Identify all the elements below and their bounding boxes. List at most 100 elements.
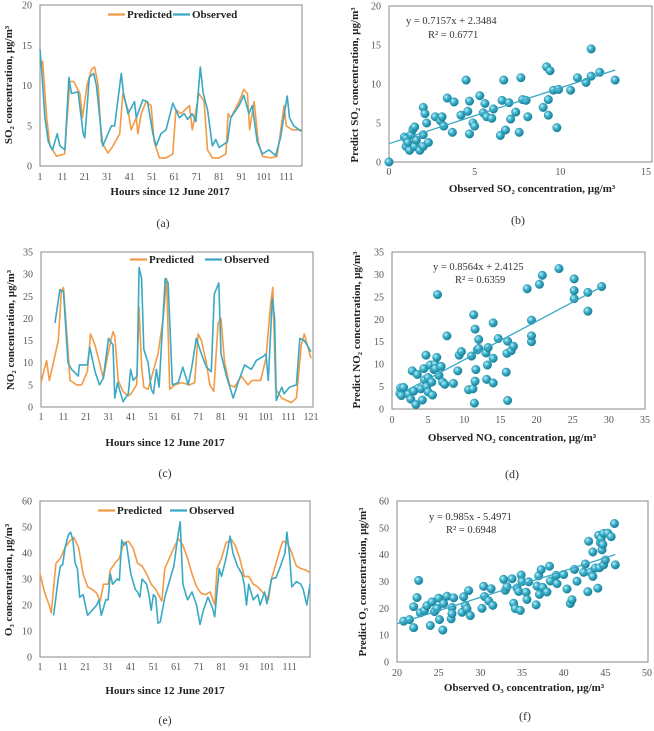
panel-caption: (f) bbox=[519, 709, 531, 723]
series-line-predicted bbox=[39, 60, 302, 159]
y-tick-label: 5 bbox=[379, 382, 384, 393]
scatter-point bbox=[506, 114, 516, 124]
scatter-point bbox=[461, 75, 471, 85]
scatter-point bbox=[411, 135, 421, 145]
scatter-point bbox=[449, 97, 459, 107]
scatter-point bbox=[514, 586, 524, 596]
x-axis-label: Hours since 12 June 2017 bbox=[110, 186, 230, 198]
x-axis-label: Hours since 12 June 2017 bbox=[105, 685, 225, 697]
y-tick-label: 10 bbox=[374, 360, 384, 371]
x-axis-label: Observed O₃ concentration, µg/m³ bbox=[444, 682, 605, 694]
y-tick-label: 40 bbox=[379, 550, 389, 561]
scatter-point bbox=[610, 560, 620, 570]
x-axis-label: Hours since 12 June 2017 bbox=[105, 437, 225, 449]
x-tick-label: 41 bbox=[126, 412, 136, 423]
scatter-point bbox=[482, 360, 492, 370]
scatter-point bbox=[432, 352, 442, 362]
legend-label-predicted: Predicted bbox=[117, 505, 162, 517]
trendline-equation: y = 0.985x - 5.4971 bbox=[429, 512, 512, 523]
panel-caption: (d) bbox=[505, 467, 519, 481]
scatter-point bbox=[503, 395, 513, 405]
x-tick-label: 40 bbox=[559, 668, 569, 679]
x-tick-label: 1 bbox=[38, 662, 43, 673]
scatter-point bbox=[584, 536, 594, 546]
x-tick-label: 31 bbox=[102, 172, 112, 183]
scatter-point bbox=[488, 318, 498, 328]
x-tick-label: 61 bbox=[171, 662, 181, 673]
r-squared-label: R² = 0.6948 bbox=[446, 525, 496, 536]
scatter-point bbox=[447, 609, 457, 619]
scatter-point bbox=[468, 384, 478, 394]
x-tick-label: 101 bbox=[259, 662, 274, 673]
scatter-point bbox=[412, 369, 422, 379]
x-tick-label: 1 bbox=[39, 412, 44, 423]
trendline-equation: y = 0.7157x + 2.3484 bbox=[406, 16, 497, 27]
scatter-point bbox=[588, 547, 598, 557]
scatter-point bbox=[562, 584, 572, 594]
scatter-point bbox=[527, 331, 537, 341]
legend-label-observed: Observed bbox=[192, 9, 237, 21]
y-tick-label: 30 bbox=[379, 577, 389, 588]
scatter-point bbox=[435, 615, 445, 625]
scatter-point bbox=[523, 112, 533, 122]
scatter-point bbox=[456, 347, 466, 357]
x-tick-label: 50 bbox=[642, 668, 652, 679]
y-tick-label: 0 bbox=[28, 403, 33, 414]
x-tick-label: 91 bbox=[237, 172, 247, 183]
scatter-point bbox=[545, 66, 555, 76]
scatter-point bbox=[543, 110, 553, 120]
trendline-equation: y = 0.8564x + 2.4125 bbox=[433, 262, 524, 273]
x-tick-label: 41 bbox=[126, 662, 136, 673]
scatter-point bbox=[508, 341, 518, 351]
scatter-point bbox=[488, 600, 498, 610]
scatter-point bbox=[488, 353, 498, 363]
x-tick-label: 25 bbox=[434, 668, 444, 679]
x-tick-label: 91 bbox=[239, 662, 249, 673]
y-tick-label: 15 bbox=[22, 41, 32, 52]
y-tick-label: 10 bbox=[379, 631, 389, 642]
scatter-point bbox=[470, 376, 480, 386]
y-tick-label: 20 bbox=[379, 604, 389, 615]
y-tick-label: 30 bbox=[374, 270, 384, 281]
scatter-point bbox=[501, 125, 511, 135]
scatter-point bbox=[422, 118, 432, 128]
x-tick-label: 111 bbox=[279, 172, 293, 183]
x-tick-label: 51 bbox=[148, 662, 158, 673]
scatter-point bbox=[480, 98, 490, 108]
y-tick-label: 10 bbox=[22, 627, 32, 638]
legend-label-observed: Observed bbox=[189, 505, 234, 517]
scatter-point bbox=[433, 290, 443, 300]
legend-label-observed: Observed bbox=[224, 254, 269, 266]
y-tick-label: 15 bbox=[23, 336, 33, 347]
scatter-point bbox=[569, 286, 579, 296]
x-tick-label: 51 bbox=[149, 412, 159, 423]
scatter-point bbox=[409, 602, 419, 612]
scatter-point bbox=[447, 127, 457, 137]
scatter-point bbox=[420, 109, 430, 119]
trendline bbox=[388, 69, 616, 145]
x-tick-label: 35 bbox=[517, 668, 527, 679]
y-tick-label: 20 bbox=[22, 601, 32, 612]
series-line-predicted bbox=[39, 536, 311, 614]
panel-caption: (e) bbox=[158, 713, 171, 727]
scatter-point bbox=[456, 110, 466, 120]
x-tick-label: 0 bbox=[390, 415, 395, 426]
x-tick-label: 21 bbox=[80, 172, 90, 183]
scatter-point bbox=[552, 123, 562, 133]
scatter-point bbox=[423, 137, 433, 147]
x-tick-label: 15 bbox=[495, 415, 505, 426]
scatter-point bbox=[412, 593, 422, 603]
y-axis-label: SO₂ concentration, µg/m³ bbox=[3, 25, 15, 144]
x-tick-label: 21 bbox=[81, 412, 91, 423]
scatter-point bbox=[469, 398, 479, 408]
x-tick-label: 5 bbox=[472, 167, 477, 178]
scatter-point bbox=[552, 579, 562, 589]
scatter-point bbox=[522, 284, 532, 294]
y-tick-label: 0 bbox=[384, 658, 389, 669]
scatter-point bbox=[465, 611, 475, 621]
y-tick-label: 5 bbox=[28, 380, 33, 391]
scatter-point bbox=[542, 587, 552, 597]
